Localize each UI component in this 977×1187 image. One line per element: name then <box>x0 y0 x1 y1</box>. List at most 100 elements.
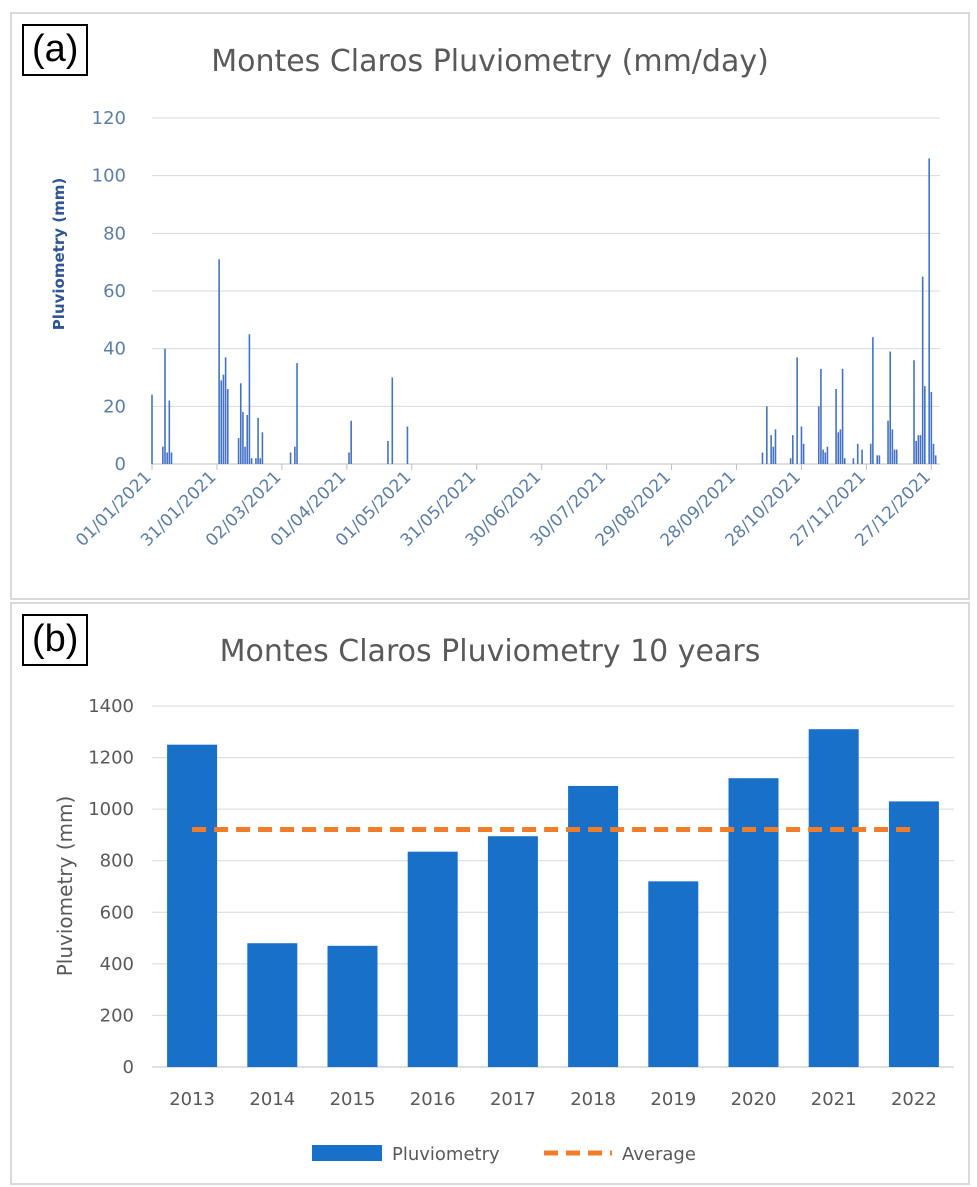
daily-rain-bar <box>856 443 859 464</box>
daily-rain-bar <box>861 449 863 464</box>
x-tick-label: 2021 <box>811 1089 857 1110</box>
pluviometry-bar <box>407 851 458 1067</box>
pluviometry-bar <box>487 836 538 1067</box>
daily-rain-bar <box>913 360 915 464</box>
y-tick-label: 120 <box>92 108 126 129</box>
daily-rain-bar <box>168 400 171 464</box>
daily-rain-bar <box>218 259 220 464</box>
daily-rain-bar <box>242 412 244 464</box>
daily-rain-bar <box>822 449 824 464</box>
daily-rain-bar <box>774 429 777 464</box>
daily-rain-bar <box>406 426 409 464</box>
pluviometry-bar <box>808 729 859 1067</box>
daily-rain-bar <box>824 452 827 464</box>
pluviometry-bar <box>728 778 779 1067</box>
daily-rain-bar <box>761 452 764 464</box>
daily-rain-bar <box>244 446 246 464</box>
y-tick-label: 200 <box>100 1005 134 1026</box>
pluviometry-bar <box>648 881 699 1067</box>
x-tick-label: 2013 <box>169 1089 215 1110</box>
pluviometry-bar <box>247 943 298 1067</box>
daily-rain-bar <box>350 420 352 464</box>
daily-rain-bar <box>391 377 394 464</box>
daily-rain-bar <box>162 446 164 464</box>
panel-label-b: (b) <box>22 614 89 666</box>
chart-b-plot: Pluviometry (mm) 0 200 400 600 800 1000 1200 14… <box>53 696 954 1165</box>
daily-rain-bar <box>259 458 262 464</box>
y-tick-label: 1000 <box>88 799 134 820</box>
y-tick-label: 800 <box>100 851 134 872</box>
pluviometry-bar <box>888 801 939 1067</box>
y-tick-label: 0 <box>115 454 126 475</box>
daily-rain-bar <box>294 446 296 464</box>
daily-rain-bar <box>837 432 840 464</box>
daily-rain-bar <box>895 449 898 464</box>
daily-rain-bar <box>296 363 298 464</box>
y-tick-label: 400 <box>100 954 134 975</box>
daily-rain-bar <box>248 334 251 464</box>
daily-rain-bar <box>170 452 173 464</box>
daily-rain-bar <box>261 432 264 464</box>
chart-title-b: Montes Claros Pluviometry 10 years <box>219 634 761 669</box>
x-tick-label: 2017 <box>490 1089 536 1110</box>
daily-rain-bar <box>237 438 240 464</box>
daily-rain-bar <box>239 383 242 464</box>
daily-rain-bar <box>387 440 389 464</box>
daily-rain-bar <box>348 452 350 464</box>
daily-rain-bar <box>835 389 837 464</box>
daily-rain-bar <box>820 368 822 464</box>
daily-rain-bar <box>220 380 223 464</box>
daily-rain-bar <box>924 386 926 464</box>
chart-panel-b: (b) Montes Claros Pluviometry 10 years P… <box>10 602 970 1185</box>
y-tick-label: 1200 <box>88 748 134 769</box>
daily-rain-bar <box>151 394 153 464</box>
daily-rain-bar <box>932 443 935 464</box>
y-tick-label: 100 <box>92 166 126 187</box>
pluviometry-bar <box>568 785 619 1067</box>
daily-rain-bar <box>791 435 794 464</box>
y-tick-label: 20 <box>103 396 126 417</box>
daily-rain-bar <box>843 458 846 464</box>
legend-label-average: Average <box>622 1144 696 1165</box>
chart-title-a: Montes Claros Pluviometry (mm/day) <box>211 44 769 79</box>
x-tick-label: 2014 <box>249 1089 295 1110</box>
panel-label-a: (a) <box>22 24 89 76</box>
daily-rain-bar <box>246 414 249 464</box>
daily-rain-bar <box>802 443 805 464</box>
daily-rain-bar <box>891 429 894 464</box>
y-tick-label: 80 <box>103 223 126 244</box>
daily-rain-bar <box>876 455 879 464</box>
y-tick-label: 1400 <box>88 696 134 717</box>
daily-rain-bar <box>250 458 253 464</box>
daily-rain-bar <box>930 391 933 464</box>
daily-rain-bar <box>915 440 917 464</box>
pluviometry-bar <box>327 945 378 1067</box>
daily-rain-bar <box>919 435 922 464</box>
daily-rain-bar <box>852 458 855 464</box>
daily-rain-bar <box>800 426 803 464</box>
daily-rain-bar <box>921 276 924 464</box>
daily-rain-bar <box>257 417 259 464</box>
daily-rain-bar <box>872 337 874 464</box>
y-tick-label: 40 <box>103 339 126 360</box>
daily-rain-bar <box>889 351 892 464</box>
daily-rain-bar <box>817 406 820 464</box>
daily-rain-bar <box>839 429 842 464</box>
daily-rain-bar <box>917 435 920 464</box>
y-axis-label-b: Pluviometry (mm) <box>53 796 77 977</box>
daily-rain-bar <box>222 374 225 464</box>
daily-rain-bar <box>841 368 844 464</box>
daily-rain-bar <box>166 452 168 464</box>
daily-rain-bar <box>255 458 257 464</box>
y-axis-label-a: Pluviometry (mm) <box>50 178 68 330</box>
x-tick-label: 2015 <box>330 1089 376 1110</box>
x-tick-label: 2022 <box>891 1089 937 1110</box>
x-tick-label: 2018 <box>570 1089 616 1110</box>
daily-rain-bar <box>789 458 792 464</box>
daily-rain-bar <box>928 158 930 464</box>
daily-rain-bar <box>934 455 937 464</box>
chart-panel-a: (a) Montes Claros Pluviometry (mm/day) P… <box>10 12 970 600</box>
daily-rain-bar <box>796 357 798 464</box>
y-tick-label: 0 <box>123 1057 134 1078</box>
pluviometry-bar <box>167 744 218 1067</box>
